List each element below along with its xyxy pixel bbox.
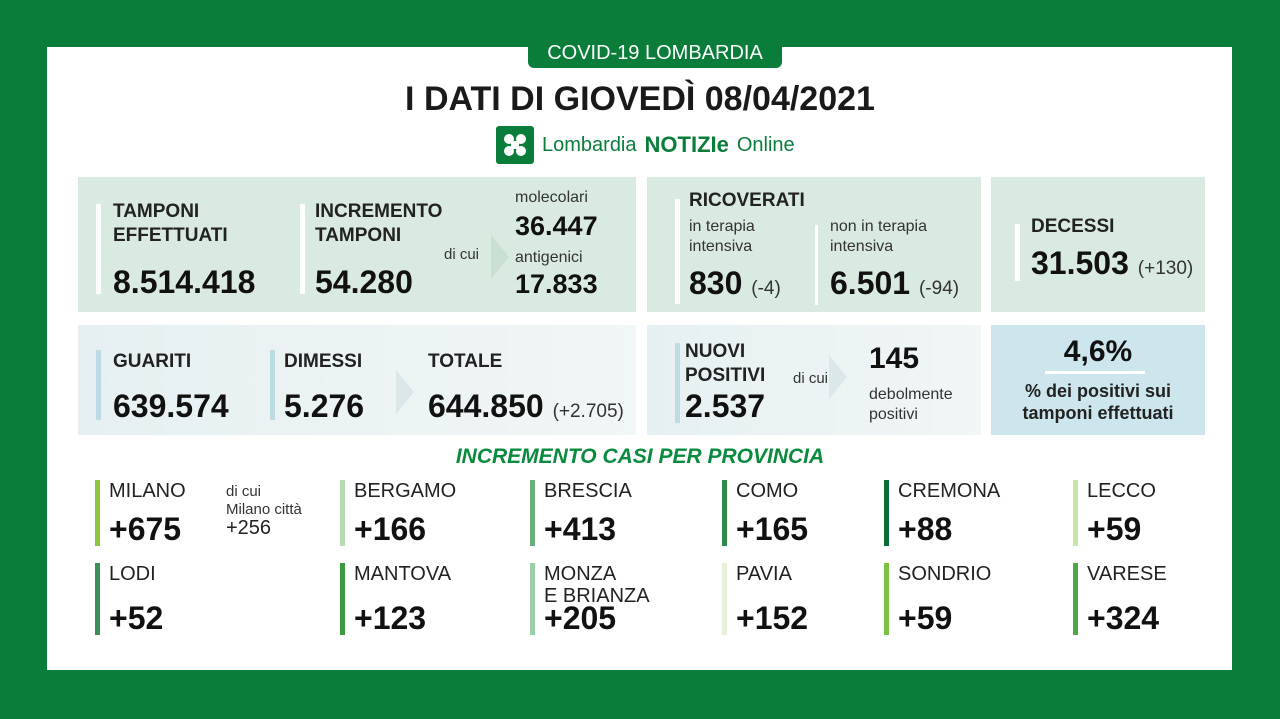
province-value: +675 xyxy=(109,511,182,547)
province-cremona: CREMONA +88 xyxy=(884,480,1054,547)
milano-citta: di cui Milano città +256 xyxy=(226,483,302,539)
percent-label: % dei positivi sui tamponi effettuati xyxy=(1022,381,1174,423)
province-value: +165 xyxy=(736,511,809,547)
province-title: INCREMENTO CASI PER PROVINCIA xyxy=(455,445,825,468)
incremento-label: INCREMENTO TAMPONI xyxy=(315,201,443,246)
province-name: VARESE xyxy=(1087,563,1167,585)
arrow-icon xyxy=(491,235,509,279)
province-name: LODI xyxy=(109,563,156,585)
decessi-label: DECESSI xyxy=(1031,216,1115,237)
dimessi-label: DIMESSI xyxy=(284,351,363,372)
province-sondrio: SONDRIO +59 xyxy=(884,563,1054,636)
di-cui-label: di cui xyxy=(793,370,829,387)
province-como: COMO +165 xyxy=(722,480,892,547)
di-cui-label: di cui xyxy=(444,246,480,263)
province-pavia: PAVIA +152 xyxy=(722,563,892,636)
province-value: +152 xyxy=(736,600,809,636)
province-value: +59 xyxy=(1087,511,1142,547)
province-name: PAVIA xyxy=(736,563,792,585)
percent-value: 4,6% xyxy=(1063,335,1133,368)
province-milano: MILANO +675 xyxy=(95,480,265,547)
arrow-icon xyxy=(829,355,847,399)
province-value: +52 xyxy=(109,600,164,636)
terapia-intensiva-value: 830 (-4) xyxy=(689,265,781,301)
incremento-value: 54.280 xyxy=(315,264,413,300)
nuovi-positivi-value: 2.537 xyxy=(685,388,766,424)
nuovi-positivi-label: NUOVI POSITIVI xyxy=(685,341,766,386)
totale-label: TOTALE xyxy=(428,351,503,372)
totale-value: 644.850 (+2.705) xyxy=(428,388,624,424)
ricoverati-label: RICOVERATI xyxy=(689,190,805,211)
logo-text-bold: NOTIZIe xyxy=(644,132,729,157)
decessi-value: 31.503 (+130) xyxy=(1031,245,1194,281)
province-value: +324 xyxy=(1087,600,1160,636)
guariti-label: GUARITI xyxy=(113,351,192,372)
page-title: I DATI DI GIOVEDÌ 08/04/2021 xyxy=(405,80,875,118)
tamponi-label: TAMPONI EFFETTUATI xyxy=(113,201,228,246)
guariti-card: GUARITI 639.574 DIMESSI 5.276 TOTALE 644… xyxy=(78,325,636,435)
province-value: +413 xyxy=(544,511,617,547)
debolmente-value: 145 xyxy=(869,342,920,375)
province-name: SONDRIO xyxy=(898,563,992,585)
decessi-card: DECESSI 31.503 (+130) xyxy=(991,177,1205,312)
province-value: +59 xyxy=(898,600,953,636)
province-mantova: MANTOVA +123 xyxy=(340,563,510,636)
percent-card: 4,6% % dei positivi sui tamponi effettuat… xyxy=(991,325,1205,435)
province-bergamo: BERGAMO +166 xyxy=(340,480,510,547)
logo-text: Lombardia xyxy=(542,133,637,156)
molecolari-label: molecolari xyxy=(515,189,588,206)
molecolari-value: 36.447 xyxy=(515,211,598,241)
province-value: +166 xyxy=(354,511,427,547)
antigenici-label: antigenici xyxy=(515,249,583,266)
debolmente-label: debolmente positivi xyxy=(869,386,953,423)
non-terapia-intensiva-value: 6.501 (-94) xyxy=(830,265,960,301)
province-varese: VARESE +324 xyxy=(1073,563,1243,636)
logo: Lombardia NOTIZIe Online xyxy=(496,126,795,164)
province-name: BERGAMO xyxy=(354,480,457,502)
guariti-value: 639.574 xyxy=(113,388,229,424)
logo-text-online: Online xyxy=(736,133,795,156)
header-tag: COVID-19 LOMBARDIA xyxy=(528,40,782,68)
province-name-2: E BRIANZA xyxy=(544,585,650,607)
province-monza: MONZA E BRIANZA +205 xyxy=(530,563,700,636)
logo-icon xyxy=(496,126,534,164)
ricoverati-card: RICOVERATI in terapia intensiva 830 (-4) … xyxy=(647,177,981,312)
dimessi-value: 5.276 xyxy=(284,388,365,424)
tamponi-card: TAMPONI EFFETTUATI 8.514.418 INCREMENTO TA… xyxy=(78,177,636,312)
province-brescia: BRESCIA +413 xyxy=(530,480,700,547)
province-value: +205 xyxy=(544,600,617,636)
province-lecco: LECCO +59 xyxy=(1073,480,1243,547)
province-name: CREMONA xyxy=(898,480,1001,502)
province-lodi: LODI +52 xyxy=(95,563,265,636)
province-value: +88 xyxy=(898,511,953,547)
nuovi-positivi-card: NUOVI POSITIVI 2.537 di cui 145 debolment… xyxy=(647,325,981,435)
tamponi-value: 8.514.418 xyxy=(113,264,256,300)
province-name: COMO xyxy=(736,480,799,502)
province-value: +123 xyxy=(354,600,427,636)
antigenici-value: 17.833 xyxy=(515,269,598,299)
arrow-icon xyxy=(396,370,414,414)
province-name: MONZA xyxy=(544,563,617,585)
province-name: MILANO xyxy=(109,480,186,502)
province-name: LECCO xyxy=(1087,480,1156,502)
province-name: BRESCIA xyxy=(544,480,632,502)
province-name: MANTOVA xyxy=(354,563,452,585)
